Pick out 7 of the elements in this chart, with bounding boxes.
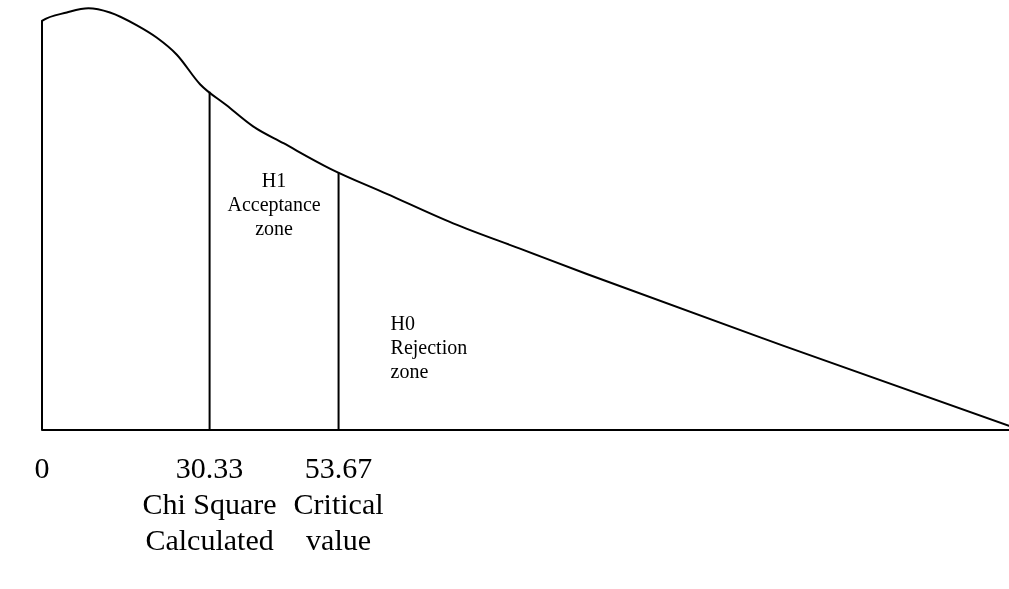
ref-line-label: Critical value [293, 487, 384, 556]
x-tick-label: 30.33 [175, 451, 244, 484]
ref-line-label: Chi Square Calculated [142, 487, 277, 556]
annotation: H1 Acceptance zone [227, 169, 321, 240]
x-tick-label: 0 [34, 451, 50, 484]
x-tick-label: 53.67 [304, 451, 373, 484]
annotation: H0 Rejection zone [390, 312, 468, 382]
